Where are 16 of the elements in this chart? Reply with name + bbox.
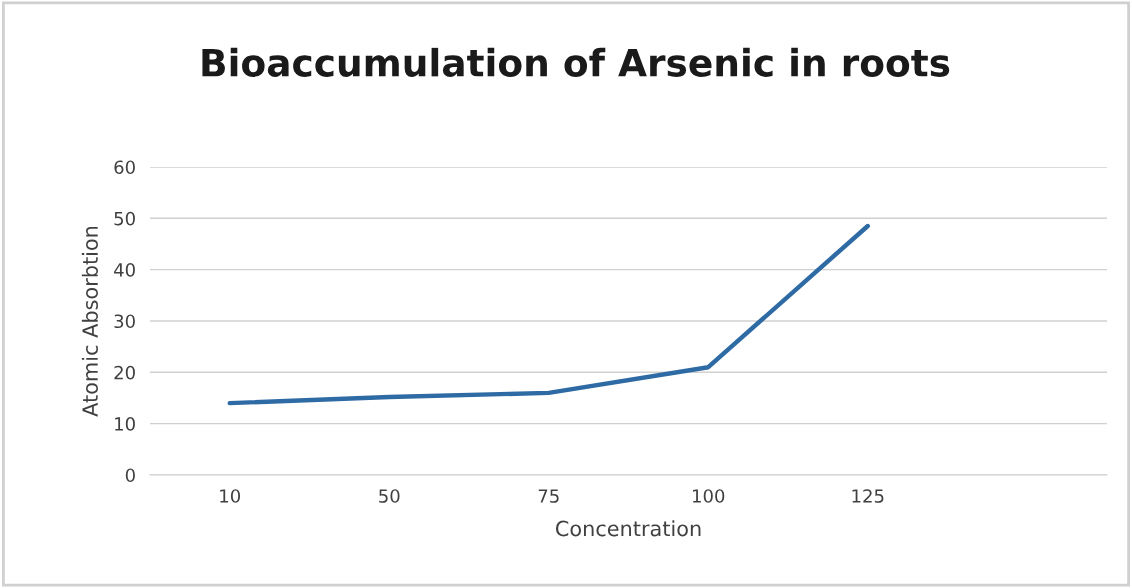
line-series [227, 223, 870, 406]
y-tick-label: 0 [125, 468, 135, 483]
y-tick-label: 50 [114, 211, 135, 226]
y-tick-label: 10 [115, 417, 135, 431]
x-axis-title: Concentration [555, 520, 701, 537]
y-tick-label: 30 [114, 314, 135, 329]
x-tick-label: 50 [379, 489, 400, 503]
x-tick-label: 75 [538, 489, 559, 503]
x-tick-label: 100 [693, 489, 725, 503]
x-tick-label: 10 [220, 489, 241, 503]
y-tick-label: 40 [114, 263, 135, 277]
x-tick-label: 125 [852, 489, 884, 503]
chart-title: Bioaccumulation of Arsenic in roots [202, 47, 950, 77]
y-tick-label: 60 [114, 160, 135, 175]
y-axis-title: Atomic Absorbtion [81, 226, 98, 417]
y-tick-label: 20 [114, 365, 135, 380]
